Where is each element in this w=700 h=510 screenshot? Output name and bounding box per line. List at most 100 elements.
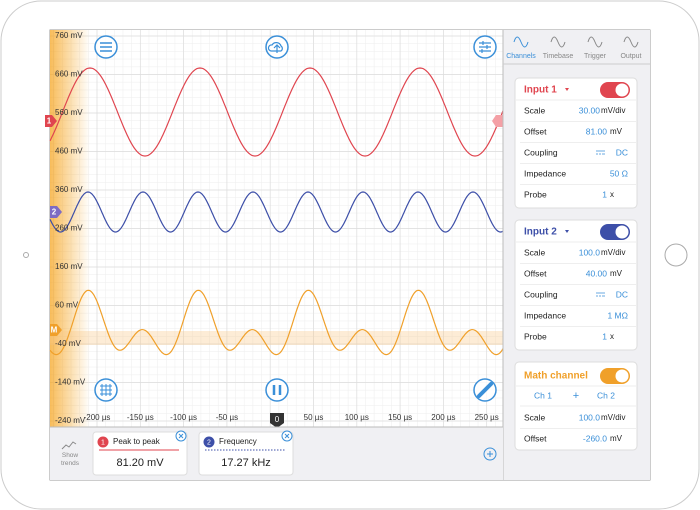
setting-label: Scale (524, 412, 546, 422)
y-axis-label: 60 mV (55, 301, 79, 310)
tab-label[interactable]: Channels (506, 53, 536, 60)
show-trends-label[interactable]: Show trends (60, 452, 80, 467)
setting-value[interactable]: DC (616, 289, 628, 299)
setting-value[interactable]: 50 Ω (610, 168, 628, 178)
x-axis-label: 100 µs (345, 413, 369, 422)
toggle-knob (615, 225, 629, 239)
x-axis-label: -50 µs (216, 413, 238, 422)
measurement-badge (97, 436, 109, 448)
zero-marker (270, 413, 284, 428)
x-axis-label: -100 µs (170, 413, 197, 422)
trends-icon[interactable] (61, 441, 77, 450)
setting-value[interactable]: 100.0 (579, 247, 601, 257)
setting-value[interactable]: 1 (602, 189, 607, 199)
pause-icon (272, 385, 282, 395)
setting-value[interactable]: 1 MΩ (607, 310, 628, 320)
setting-value[interactable]: DC (616, 147, 628, 157)
zero-marker-label: 0 (275, 415, 280, 424)
math-operator[interactable]: + (573, 390, 579, 402)
x-axis-label: -200 µs (84, 413, 111, 422)
x-axis-label: 50 µs (304, 413, 324, 422)
card-title: Math channel (524, 371, 588, 382)
y-axis-label: -140 mV (55, 378, 86, 387)
x-axis-label: -150 µs (127, 413, 154, 422)
y-axis-label: 360 mV (55, 185, 83, 194)
toggle-knob (615, 83, 629, 97)
dc-icon (596, 292, 605, 297)
setting-unit: mV/div (601, 248, 625, 257)
setting-unit: mV/div (601, 413, 625, 422)
measurement-badge-label: 1 (101, 439, 105, 446)
setting-label: Impedance (524, 310, 566, 320)
setting-label: Offset (524, 268, 547, 278)
setting-value[interactable]: 100.0 (579, 412, 601, 422)
icon-button[interactable] (265, 378, 289, 402)
card-title: Input 2 (524, 227, 557, 238)
add-icon (487, 451, 493, 457)
y-axis-label: 160 mV (55, 262, 83, 271)
close-icon (284, 433, 290, 439)
offset-gradient (50, 30, 90, 427)
dropdown-caret (565, 230, 569, 233)
tab-label[interactable]: Timebase (543, 53, 574, 60)
setting-label: Scale (524, 247, 546, 257)
settings-icon (479, 41, 491, 53)
dropdown-caret (565, 88, 569, 91)
show-trends[interactable]: Show trends (55, 452, 85, 472)
tab-icon (550, 36, 566, 48)
setting-value[interactable]: 81.00 (586, 126, 608, 136)
setting-label: Coupling (524, 289, 558, 299)
measurement-card[interactable] (92, 431, 188, 476)
setting-label: Scale (524, 105, 546, 115)
setting-unit: mV/div (601, 106, 625, 115)
setting-unit: mV (610, 434, 623, 443)
setting-value[interactable]: 40.00 (586, 268, 608, 278)
setting-value[interactable]: 1 (602, 331, 607, 341)
menu-icon (100, 42, 112, 52)
tab-icon (623, 36, 639, 48)
home-button (664, 243, 688, 267)
channel-marker-label: 2 (52, 208, 57, 217)
setting-unit: x (610, 332, 614, 341)
measurement-card[interactable] (198, 431, 294, 476)
ch1-trace (49, 67, 504, 157)
setting-value[interactable]: -260.0 (583, 433, 607, 443)
setting-label: Impedance (524, 168, 566, 178)
channel-marker-label: M (51, 326, 58, 335)
card-title: Input 1 (524, 85, 557, 96)
setting-label: Probe (524, 189, 547, 199)
setting-unit: mV (610, 269, 623, 278)
x-axis-label: 200 µs (431, 413, 455, 422)
add-measurement[interactable] (483, 447, 497, 461)
setting-label: Coupling (524, 147, 558, 157)
setting-unit: x (610, 190, 614, 199)
grid-icon (100, 384, 112, 396)
math-operand[interactable]: Ch 1 (534, 390, 552, 400)
tab-label[interactable]: Output (620, 53, 641, 60)
toggle-knob (615, 369, 629, 383)
ruler-icon (477, 382, 493, 398)
cloud-icon (267, 42, 283, 53)
y-axis-label: 260 mV (55, 224, 83, 233)
camera (23, 252, 29, 258)
channel-marker (50, 206, 62, 218)
measurement-badge-label: 2 (207, 439, 211, 446)
setting-label: Probe (524, 331, 547, 341)
channel-marker-label: 1 (47, 117, 52, 126)
setting-unit: mV (610, 127, 623, 136)
dc-icon (596, 150, 605, 155)
tab-icon (513, 36, 529, 48)
x-axis-label: 250 µs (475, 413, 499, 422)
ch2-trace (49, 191, 504, 233)
y-axis-label: 460 mV (55, 147, 83, 156)
trigger-marker (492, 115, 503, 127)
math-band (50, 331, 503, 345)
math-trace (49, 289, 504, 356)
channel-marker (50, 324, 62, 336)
math-operand[interactable]: Ch 2 (597, 390, 615, 400)
tab-label[interactable]: Trigger (584, 53, 607, 60)
setting-value[interactable]: 30.00 (579, 105, 601, 115)
tab-icon (587, 36, 603, 48)
measurement-label: Peak to peak (113, 437, 161, 446)
